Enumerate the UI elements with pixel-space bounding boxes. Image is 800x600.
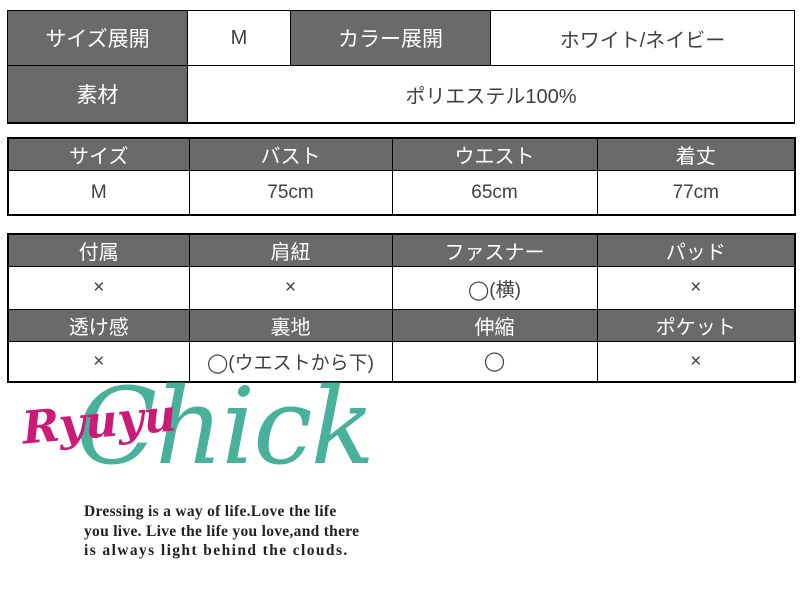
table-row: × ◯(ウエストから下) ◯ ×: [7, 341, 796, 383]
lining-value: ◯(ウエストから下): [188, 341, 393, 383]
zipper-header: ファスナー: [391, 233, 598, 267]
table-header-row: サイズ バスト ウエスト 着丈: [7, 137, 796, 171]
tagline-line: Dressing is a way of life.Love the life: [84, 503, 337, 520]
stretch-header: 伸縮: [391, 309, 598, 342]
size-value: M: [7, 170, 190, 216]
color-range-value: ホワイト/ネイビー: [490, 10, 795, 66]
pad-header: パッド: [596, 233, 796, 267]
shoulder-strap-value: ×: [188, 266, 393, 310]
sheerness-header: 透け感: [7, 309, 190, 342]
pocket-header: ポケット: [596, 309, 796, 342]
table-row: 素材 ポリエステル100%: [7, 65, 795, 124]
stretch-value: ◯: [391, 341, 598, 383]
pad-value: ×: [596, 266, 796, 310]
size-range-label: サイズ展開: [7, 10, 188, 66]
table-row: M 75cm 65cm 77cm: [7, 170, 796, 216]
sheerness-value: ×: [7, 341, 190, 383]
table-header-row: 付属 肩紐 ファスナー パッド: [7, 233, 796, 267]
zipper-value: ◯(横): [391, 266, 598, 310]
table-row: サイズ展開 M カラー展開 ホワイト/ネイビー: [7, 10, 795, 66]
shoulder-strap-header: 肩紐: [188, 233, 393, 267]
tagline-line: you live. Live the life you love,and the…: [84, 522, 360, 540]
waist-header: ウエスト: [391, 137, 598, 171]
accessory-value: ×: [7, 266, 190, 310]
size-range-value: M: [187, 10, 291, 66]
length-header: 着丈: [596, 137, 796, 171]
bust-header: バスト: [188, 137, 393, 171]
brand-logo: Chick Ryuyu Dressing is a way of life.Lo…: [20, 374, 480, 588]
feature-table: 付属 肩紐 ファスナー パッド × × ◯(横) × 透け感 裏地 伸縮 ポケッ…: [7, 233, 796, 383]
accessory-header: 付属: [7, 233, 190, 267]
table-header-row: 透け感 裏地 伸縮 ポケット: [7, 309, 796, 342]
length-value: 77cm: [596, 170, 796, 216]
measurement-table: サイズ バスト ウエスト 着丈 M 75cm 65cm 77cm: [7, 137, 796, 216]
pocket-value: ×: [596, 341, 796, 383]
bust-value: 75cm: [188, 170, 393, 216]
table-row: × × ◯(横) ×: [7, 266, 796, 310]
brand-logo-chick-script: Chick: [76, 365, 375, 488]
brand-tagline: Dressing is a way of life.Love the life …: [84, 502, 359, 561]
color-range-label: カラー展開: [290, 10, 491, 66]
size-color-material-table: サイズ展開 M カラー展開 ホワイト/ネイビー 素材 ポリエステル100%: [7, 10, 795, 124]
tagline-line: is always light behind the clouds.: [84, 542, 349, 559]
material-value: ポリエステル100%: [187, 65, 795, 124]
material-label: 素材: [7, 65, 188, 124]
lining-header: 裏地: [188, 309, 393, 342]
waist-value: 65cm: [391, 170, 598, 216]
size-header: サイズ: [7, 137, 190, 171]
